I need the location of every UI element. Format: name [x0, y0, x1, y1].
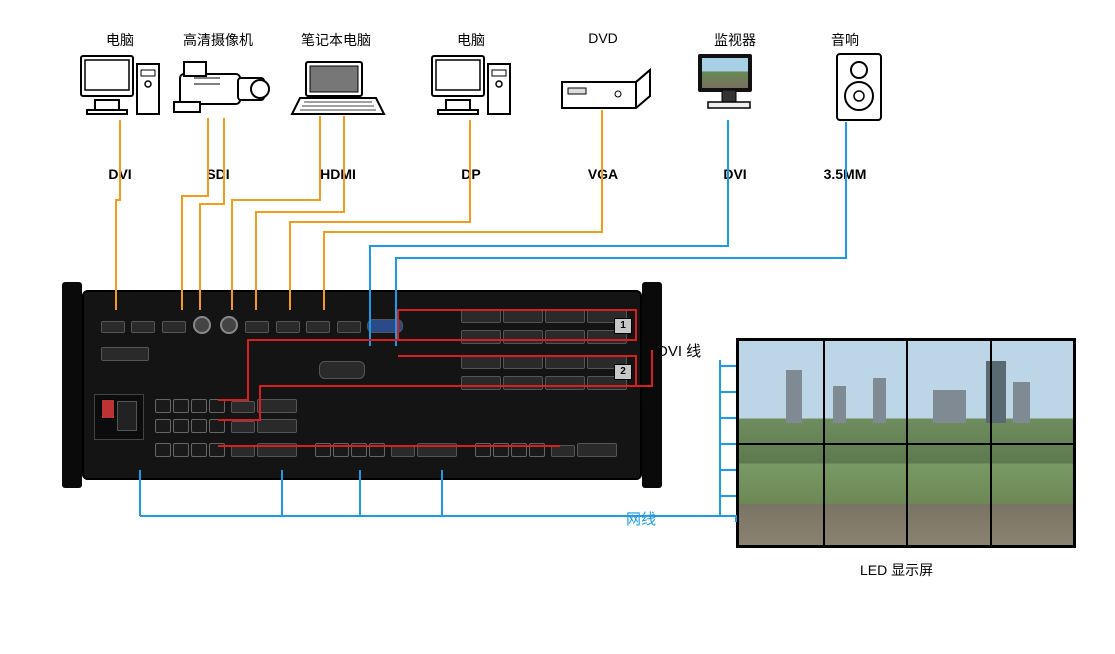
port-dvi-in-2: [131, 321, 155, 333]
card-slot-3: [154, 442, 298, 463]
led-wall-caption: LED 显示屏: [860, 560, 933, 580]
conn-label-dvi-mon: DVI: [690, 166, 780, 182]
port-hdmi-2: [276, 321, 300, 333]
video-processor: 1 2: [82, 290, 642, 480]
card-slot-1: [154, 398, 298, 419]
port-control: [318, 360, 366, 385]
device-icon-laptop: [290, 58, 380, 125]
device-label-camera: 高清摄像机: [158, 30, 278, 50]
conn-label-35mm: 3.5MM: [800, 166, 890, 182]
port-hdmi-1: [245, 321, 269, 333]
device-icon-speaker: [816, 50, 906, 129]
device-icon-pc1: [75, 50, 165, 127]
device-label-laptop: 笔记本电脑: [276, 30, 396, 50]
port-row-inputs: [100, 316, 404, 339]
port-sdi-2: [220, 316, 238, 334]
card-slot-5: [474, 442, 618, 463]
port-vga: [367, 319, 403, 333]
device-icon-monitor: [698, 54, 788, 114]
power-socket-icon: [117, 401, 137, 431]
conn-label-hdmi: HDMI: [290, 166, 386, 182]
card-slot-2: [154, 418, 298, 439]
device-icon-pc2: [426, 50, 516, 127]
conn-label-dvi-pc1: DVI: [75, 166, 165, 182]
device-label-pc1: 电脑: [75, 30, 165, 50]
dvi-output-bank-2: 2: [460, 354, 628, 396]
device-icon-dvd: [558, 66, 648, 121]
power-supply: [94, 394, 144, 440]
bank-tag-2: 2: [614, 364, 632, 380]
card-slot-4: [314, 442, 458, 463]
conn-label-dp: DP: [426, 166, 516, 182]
port-dvi-monitor-out: [100, 346, 150, 367]
device-label-monitor: 监视器: [690, 30, 780, 50]
device-label-dvd: DVD: [558, 30, 648, 46]
power-switch-icon: [101, 399, 115, 419]
port-hdmi-3: [306, 321, 330, 333]
conn-label-vga: VGA: [558, 166, 648, 182]
label-net-line: 网线: [626, 508, 656, 529]
port-sdi-1: [193, 316, 211, 334]
device-label-pc2: 电脑: [426, 30, 516, 50]
dvi-output-bank-1: 1: [460, 308, 628, 350]
port-dp: [337, 321, 361, 333]
label-dvi-line: DVI 线: [657, 340, 701, 361]
conn-label-sdi: SDI: [178, 166, 258, 182]
device-icon-camera: [170, 54, 260, 125]
bank-tag-1: 1: [614, 318, 632, 334]
device-label-speaker: 音响: [810, 30, 880, 50]
led-video-wall: [736, 338, 1076, 548]
port-dvi-in-1: [101, 321, 125, 333]
